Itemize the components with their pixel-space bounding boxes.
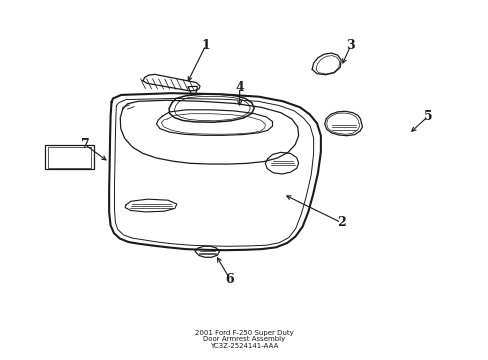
Text: 2001 Ford F-250 Super Duty
Door Armrest Assembly
YC3Z-2524141-AAA: 2001 Ford F-250 Super Duty Door Armrest … [195,329,293,350]
Text: 7: 7 [81,138,89,151]
Text: 6: 6 [225,273,234,286]
Text: 5: 5 [423,110,432,123]
Text: 3: 3 [346,39,354,52]
Text: 1: 1 [201,39,210,52]
Text: 4: 4 [235,81,244,94]
Text: 2: 2 [336,216,345,229]
